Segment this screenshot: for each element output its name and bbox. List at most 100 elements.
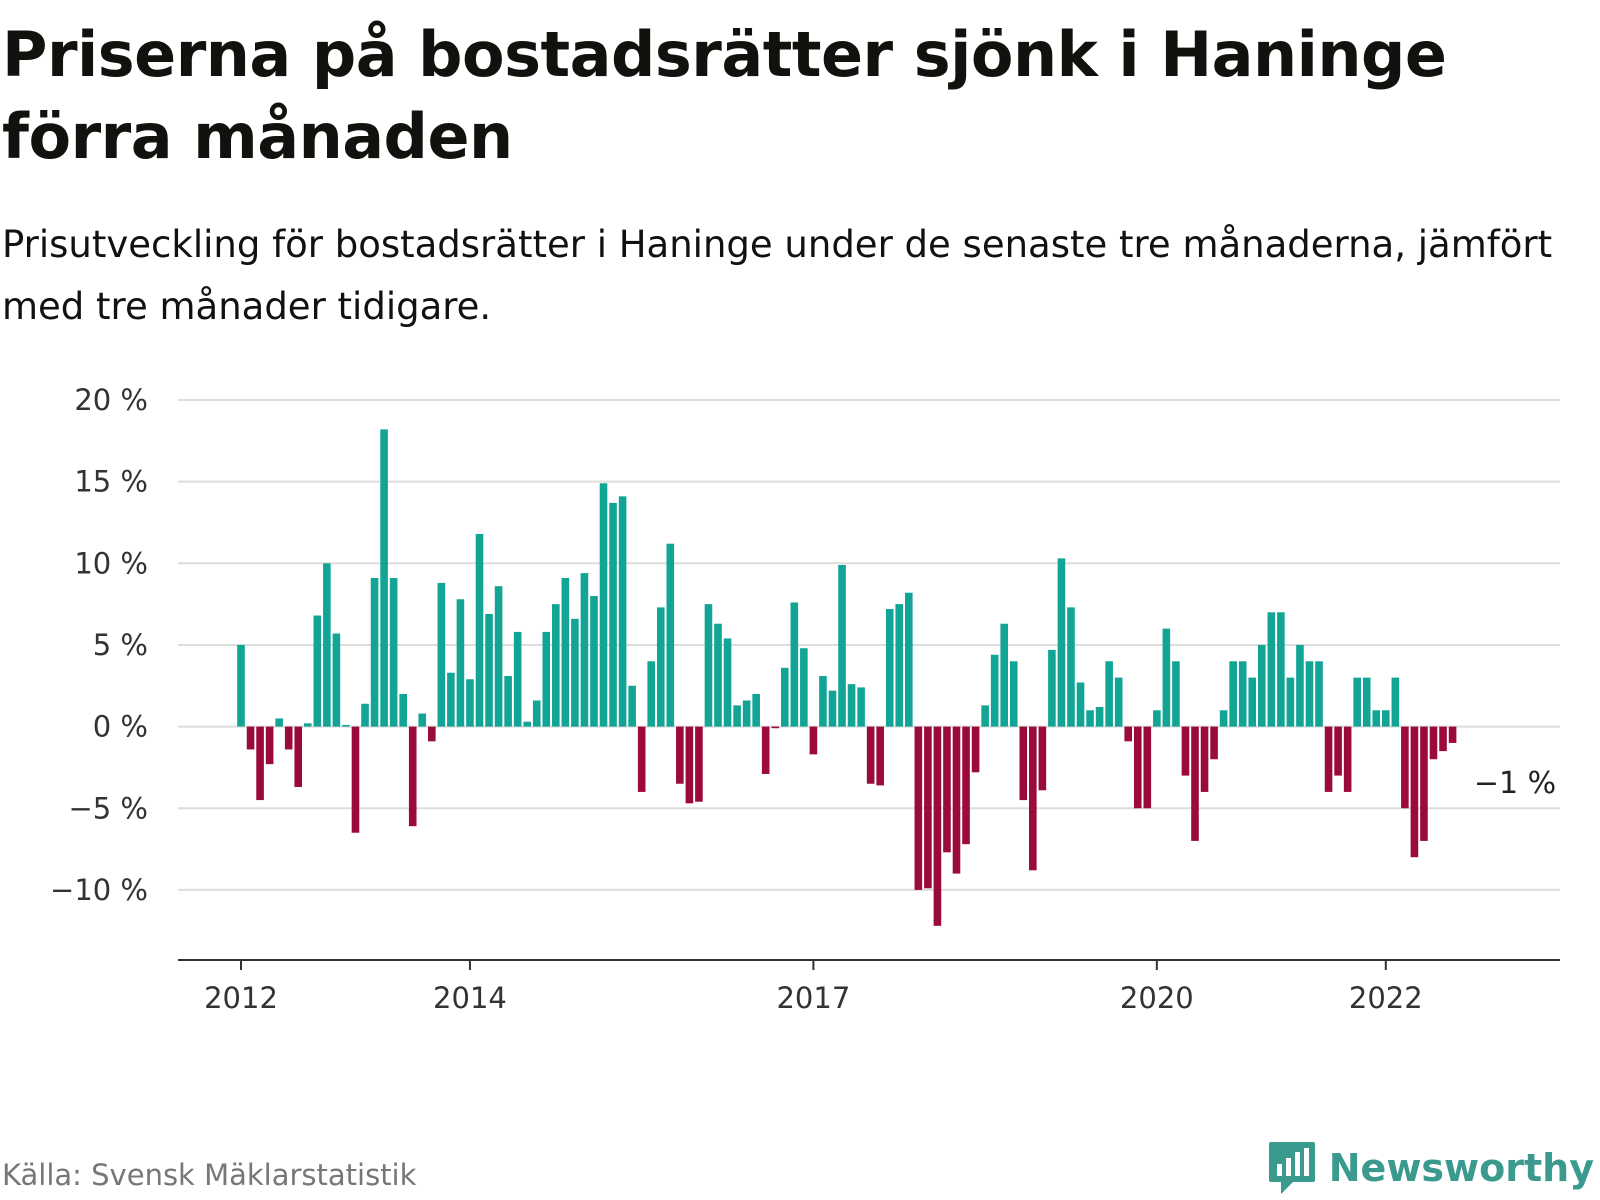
bar <box>408 726 417 827</box>
bar <box>1200 726 1209 792</box>
bar <box>1372 710 1381 727</box>
bar <box>1095 707 1104 727</box>
bar <box>437 582 446 727</box>
bar <box>485 613 493 727</box>
bar <box>323 563 331 727</box>
bar <box>1076 682 1085 727</box>
bar <box>618 496 627 727</box>
bar <box>981 705 989 727</box>
bar <box>676 726 684 784</box>
bar <box>237 644 245 727</box>
bar <box>1019 726 1028 801</box>
bar <box>542 631 551 727</box>
bar <box>857 687 865 727</box>
bars <box>237 429 1457 926</box>
bar <box>962 726 970 845</box>
bar <box>456 599 465 727</box>
bar <box>380 429 388 727</box>
source-note: Källa: Svensk Mäklarstatistik <box>2 1158 417 1192</box>
bar <box>1305 661 1314 727</box>
bar <box>523 721 531 727</box>
bar <box>943 726 951 853</box>
y-tick-label: −10 % <box>50 873 148 907</box>
bar <box>1324 726 1333 792</box>
bar <box>1172 661 1180 727</box>
x-tick-label: 2017 <box>776 981 850 1015</box>
bar <box>819 675 827 727</box>
bar <box>1286 677 1295 727</box>
bar <box>313 615 322 727</box>
bar <box>1086 710 1094 727</box>
bar <box>1401 726 1409 809</box>
bar <box>800 648 808 727</box>
bar <box>532 700 541 727</box>
brand-logo: Newsworthy <box>1267 1140 1594 1196</box>
bar <box>628 685 636 727</box>
bar <box>828 690 837 727</box>
x-tick-label: 2020 <box>1120 981 1194 1015</box>
bar <box>552 604 560 727</box>
bar <box>895 604 904 727</box>
bar <box>342 724 350 727</box>
chart-subtitle: Prisutveckling för bostadsrätter i Hanin… <box>2 223 1553 328</box>
bar <box>905 592 913 727</box>
bar <box>246 726 255 750</box>
bar <box>1410 726 1419 858</box>
bar <box>294 726 303 788</box>
bar <box>666 543 675 727</box>
bar <box>1162 628 1171 727</box>
bar <box>1067 607 1075 727</box>
bar <box>275 718 283 727</box>
bar <box>1382 710 1390 727</box>
bar <box>1429 726 1438 760</box>
bar <box>695 726 703 802</box>
bar <box>513 631 522 727</box>
y-tick-label: 10 % <box>74 546 148 580</box>
bar <box>1057 558 1066 727</box>
bar <box>1000 623 1008 727</box>
bar <box>303 723 312 727</box>
bar <box>475 533 484 727</box>
bar <box>990 654 999 727</box>
bar <box>609 502 617 727</box>
bar <box>1362 677 1371 727</box>
bar <box>656 607 665 727</box>
x-tick-label: 2022 <box>1349 981 1423 1015</box>
bar <box>924 726 932 889</box>
bar <box>590 595 598 727</box>
bar <box>1448 726 1457 743</box>
x-tick-label: 2014 <box>433 981 507 1015</box>
chart-title: Priserna på bostadsrätter sjönk i Haning… <box>2 18 1447 173</box>
y-tick-label: 15 % <box>74 465 148 499</box>
bar <box>1420 726 1428 841</box>
bar <box>914 726 923 890</box>
bar-chart: 20 % 15 % 10 % 5 % 0 % −5 % −10 % 2012 2014 2017… <box>50 383 1560 1015</box>
bar <box>284 726 293 750</box>
bar <box>370 578 379 727</box>
bar <box>780 667 789 727</box>
bar <box>1029 726 1037 871</box>
bar <box>761 726 770 774</box>
bar <box>1009 661 1018 727</box>
bar <box>714 623 722 727</box>
y-tick-label: 5 % <box>93 628 148 662</box>
bar <box>809 726 818 755</box>
bar <box>418 713 427 727</box>
bar <box>647 661 656 727</box>
bar <box>361 703 369 727</box>
bar <box>1143 726 1152 809</box>
x-tick-label: 2012 <box>204 981 278 1015</box>
bar <box>838 564 846 727</box>
bar <box>685 726 694 804</box>
y-tick-label: −5 % <box>68 791 148 825</box>
bar <box>885 609 894 727</box>
bar <box>1229 661 1237 727</box>
bar <box>1391 677 1400 727</box>
bar <box>1267 612 1276 727</box>
bar <box>866 726 875 784</box>
bar <box>704 604 713 727</box>
annotations: −1 % <box>1471 763 1559 804</box>
bar <box>1048 649 1056 727</box>
bar <box>1210 726 1218 760</box>
bar <box>447 672 455 727</box>
